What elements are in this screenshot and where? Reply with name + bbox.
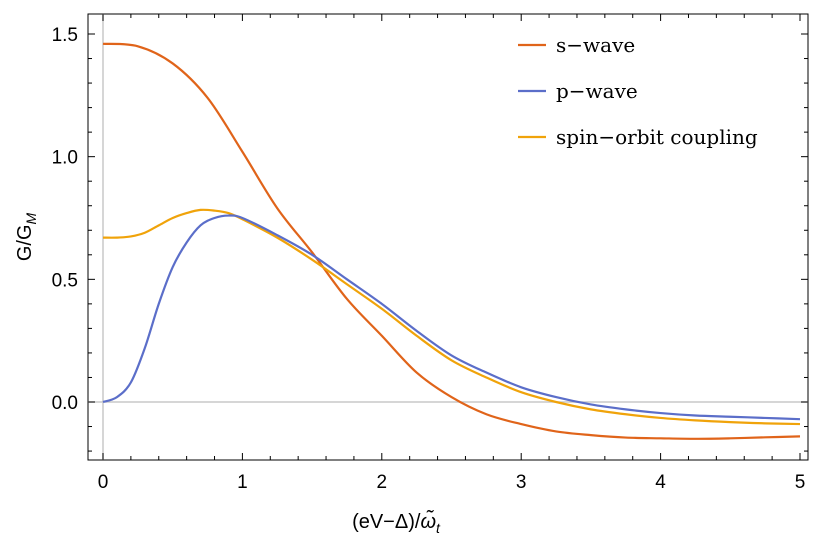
x-tick-label: 4 xyxy=(655,472,666,493)
x-tick-label: 1 xyxy=(237,472,248,493)
y-tick-label: 1.0 xyxy=(52,148,78,169)
series-lines xyxy=(102,42,801,440)
legend-label: s−wave xyxy=(556,33,635,57)
series-line-s-wave xyxy=(102,42,801,440)
series-line-spin-orbit-coupling xyxy=(102,208,801,426)
x-tick-label: 2 xyxy=(377,472,388,493)
x-tick-label: 3 xyxy=(516,472,527,493)
y-axis-label: G/GM xyxy=(14,212,39,261)
legend-label: p−wave xyxy=(556,79,638,103)
x-tick-label: 5 xyxy=(795,472,806,493)
y-tick-label: 0.0 xyxy=(52,393,78,414)
tick-marks xyxy=(88,14,808,460)
tick-labels: 0 1 2 3 4 5 0.0 0.5 1.0 1.5 xyxy=(52,25,806,493)
y-tick-label: 1.5 xyxy=(52,25,78,46)
legend: s−wave p−wave spin−orbit coupling xyxy=(518,33,758,149)
zero-axis-lines xyxy=(88,14,808,460)
y-tick-label: 0.5 xyxy=(52,270,78,291)
x-axis-label: (eV−Δ)/ω̃t xyxy=(352,509,441,535)
plot-frame xyxy=(87,13,809,461)
legend-label: spin−orbit coupling xyxy=(556,125,758,149)
series-line-p-wave xyxy=(102,214,801,421)
x-tick-label: 0 xyxy=(98,472,109,493)
